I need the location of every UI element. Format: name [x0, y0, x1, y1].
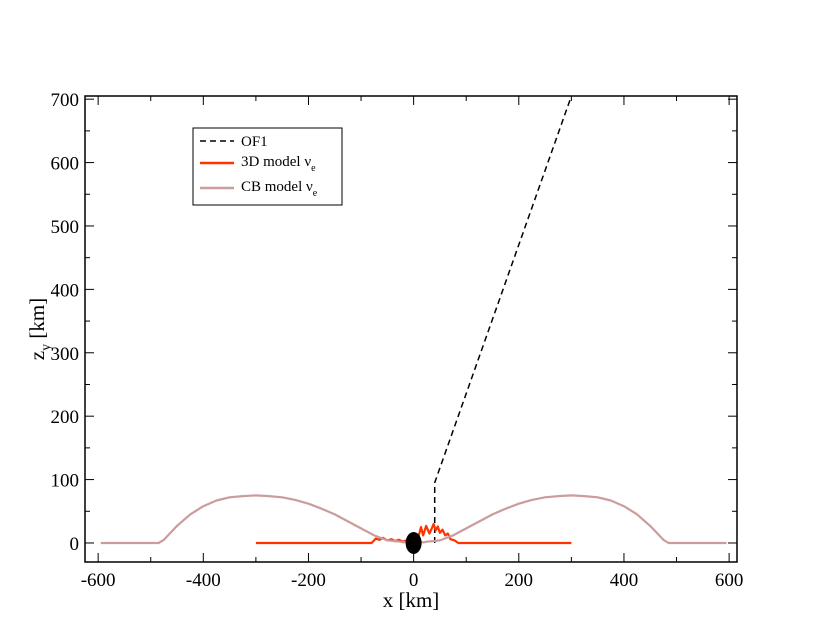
series-layer: [100, 96, 727, 554]
x-tick-label: 0: [409, 570, 419, 591]
x-tick-label: -400: [186, 570, 221, 591]
plot-frame: [84, 95, 738, 563]
legend-label-cb-model: CB model νe: [241, 179, 318, 199]
y-tick-label: 600: [51, 154, 80, 175]
legend-label-cb-model-sub: e: [313, 188, 318, 199]
legend-label-of1: OF1: [241, 134, 268, 150]
legend-label-3d-model: 3D model νe: [241, 154, 316, 174]
y-axis-label-subscript: y: [39, 344, 54, 351]
series-line-of1: [433, 96, 573, 543]
x-tick-label: -200: [291, 570, 326, 591]
x-tick-label: 200: [505, 570, 534, 591]
legend-label-3d-model-sub: e: [311, 163, 316, 174]
x-axis-label: x [km]: [383, 588, 440, 612]
x-tick-label: 600: [715, 570, 744, 591]
plot-area-background: [85, 96, 737, 562]
legend-box: [192, 127, 343, 206]
axes-layer: -600 -400 -200 0 200 400 600 0 100 200 300 400 500 60…: [51, 90, 744, 591]
legend-label-cb-model-main: CB model ν: [241, 179, 313, 195]
x-tick-label: 400: [610, 570, 639, 591]
y-axis-label-main: z: [25, 351, 49, 360]
y-tick-label: 700: [51, 90, 80, 111]
y-tick-label: 400: [51, 280, 80, 301]
y-tick-label: 300: [51, 344, 80, 365]
y-axis-label-unit: [km]: [25, 298, 49, 344]
legend-label-3d-model-main: 3D model ν: [241, 154, 311, 170]
central-marker: [405, 531, 422, 554]
y-tick-label: 100: [51, 471, 80, 492]
y-tick-label: 500: [51, 217, 80, 238]
y-tick-label: 200: [51, 407, 80, 428]
y-tick-label: 0: [70, 534, 80, 555]
legend: OF1 3D model νe CB model νe: [192, 127, 343, 206]
y-axis-label: zy [km]: [25, 298, 54, 360]
x-tick-label: -600: [81, 570, 116, 591]
